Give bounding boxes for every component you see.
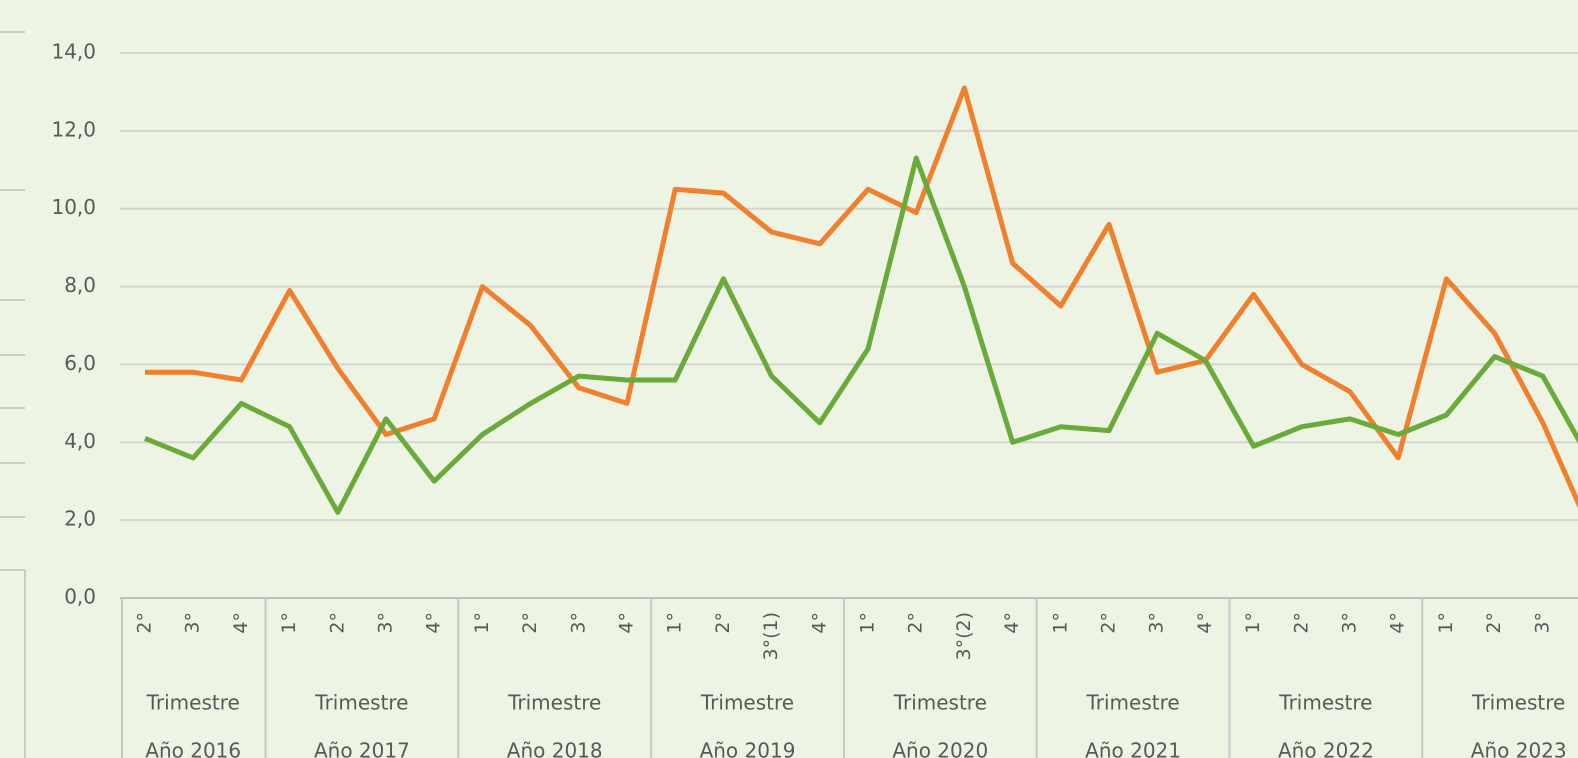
x-tick-label: 4° (1387, 612, 1409, 634)
y-tick-label: 0,0 (64, 585, 96, 609)
x-tick-label: 2° (905, 612, 927, 634)
x-tick-label: 2° (1483, 612, 1505, 634)
x-tick-label: 3° (1531, 612, 1553, 634)
x-tick-label: 4° (808, 612, 830, 634)
x-tick-label: 3° (1146, 612, 1168, 634)
year-label: Año 2018 (507, 739, 603, 758)
x-tick-label: 1° (1435, 612, 1457, 634)
group-label: Trimestre (507, 691, 601, 715)
y-tick-label: 6,0 (64, 351, 96, 375)
year-label: Año 2017 (314, 739, 410, 758)
x-tick-label: 3° (182, 612, 204, 634)
year-label: Año 2016 (145, 739, 241, 758)
y-tick-label: 8,0 (64, 273, 96, 297)
series-line (144, 155, 1578, 515)
year-label: Año 2020 (892, 739, 988, 758)
year-label: Año 2021 (1085, 739, 1181, 758)
y-tick-label: 10,0 (51, 195, 96, 219)
x-tick-label: 3° (375, 612, 397, 634)
y-tick-label: 14,0 (51, 40, 96, 64)
series-line (145, 85, 1578, 509)
x-tick-label: 3° (567, 612, 589, 634)
group-label: Trimestre (1471, 691, 1565, 715)
x-tick-label: 1° (857, 612, 879, 634)
year-label: Año 2022 (1278, 739, 1374, 758)
x-tick-label: 3° (1339, 612, 1361, 634)
x-tick-label: 1° (1242, 612, 1264, 634)
x-tick-label: 2° (519, 612, 541, 634)
group-label: Trimestre (700, 691, 794, 715)
x-tick-label: 2° (1098, 612, 1120, 634)
x-tick-label: 2° (1290, 612, 1312, 634)
x-tick-label: 4° (230, 612, 252, 634)
year-label: Año 2019 (700, 739, 796, 758)
x-tick-label: 4° (1194, 612, 1216, 634)
x-tick-label: 2° (712, 612, 734, 634)
year-label: Año 2023 (1471, 739, 1567, 758)
x-tick-label: 1° (471, 612, 493, 634)
y-tick-label: 2,0 (64, 507, 96, 531)
x-tick-label: 3°(2) (953, 612, 975, 661)
x-tick-label: 3°(1) (760, 612, 782, 661)
x-tick-label: 2° (326, 612, 348, 634)
y-tick-label: 12,0 (51, 117, 96, 141)
group-label: Trimestre (893, 691, 987, 715)
x-tick-label: 2° (134, 612, 156, 634)
x-tick-label: 1° (1049, 612, 1071, 634)
group-label: Trimestre (146, 691, 240, 715)
x-tick-label: 4° (423, 612, 445, 634)
group-label: Trimestre (1085, 691, 1179, 715)
left-panel-fragment (0, 31, 26, 758)
x-tick-label: 1° (278, 612, 300, 634)
x-tick-label: 4° (616, 612, 638, 634)
y-tick-label: 4,0 (64, 429, 96, 453)
x-tick-label: 1° (664, 612, 686, 634)
group-label: Trimestre (1278, 691, 1372, 715)
group-label: Trimestre (314, 691, 408, 715)
x-tick-label: 4° (1001, 612, 1023, 634)
